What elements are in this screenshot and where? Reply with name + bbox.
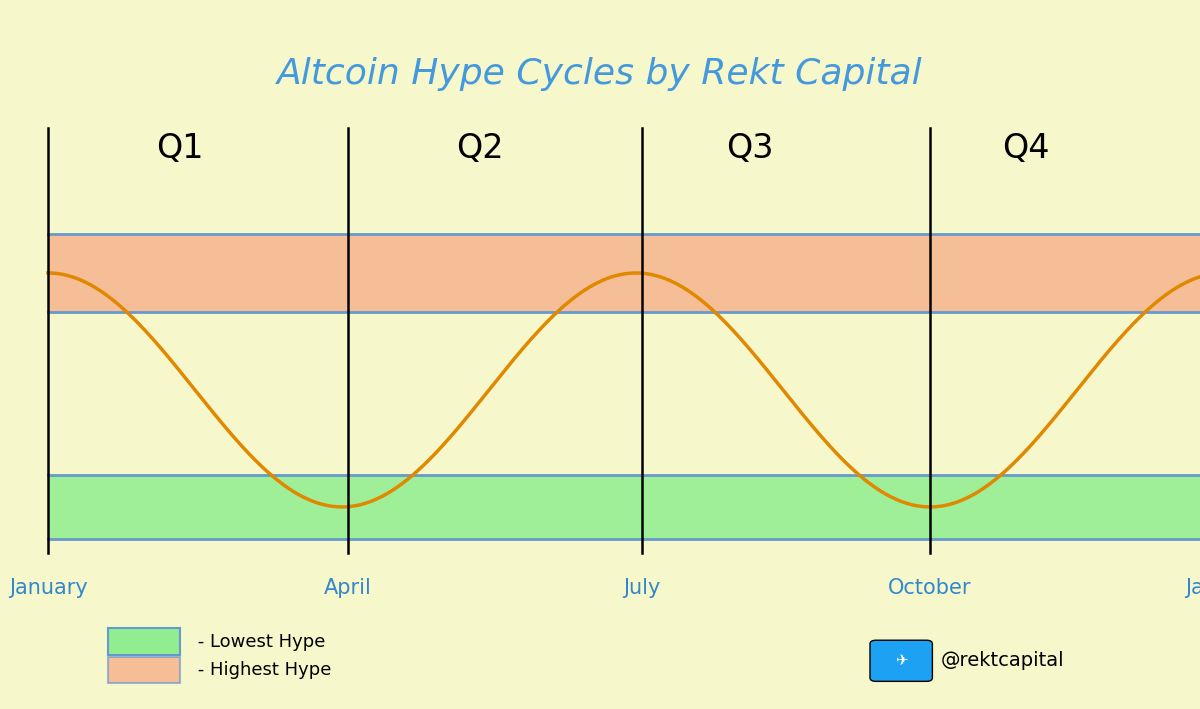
Text: @rektcapital: @rektcapital [941, 652, 1064, 670]
Text: April: April [324, 578, 372, 598]
Text: Q2: Q2 [456, 133, 504, 165]
Text: July: July [623, 578, 661, 598]
FancyBboxPatch shape [870, 640, 932, 681]
Bar [48, 475, 1200, 539]
Text: January: January [8, 578, 88, 598]
FancyBboxPatch shape [108, 628, 180, 655]
Text: Altcoin Hype Cycles by Rekt Capital: Altcoin Hype Cycles by Rekt Capital [277, 57, 923, 91]
Text: - Highest Hype: - Highest Hype [192, 661, 331, 679]
Text: January: January [1184, 578, 1200, 598]
Bar [48, 234, 1200, 312]
Text: October: October [888, 578, 972, 598]
Text: ✈: ✈ [895, 653, 907, 669]
Text: Q4: Q4 [1002, 133, 1050, 165]
FancyBboxPatch shape [108, 657, 180, 683]
Text: Q1: Q1 [156, 133, 204, 165]
Text: - Lowest Hype: - Lowest Hype [192, 632, 325, 651]
Text: Q3: Q3 [726, 133, 774, 165]
